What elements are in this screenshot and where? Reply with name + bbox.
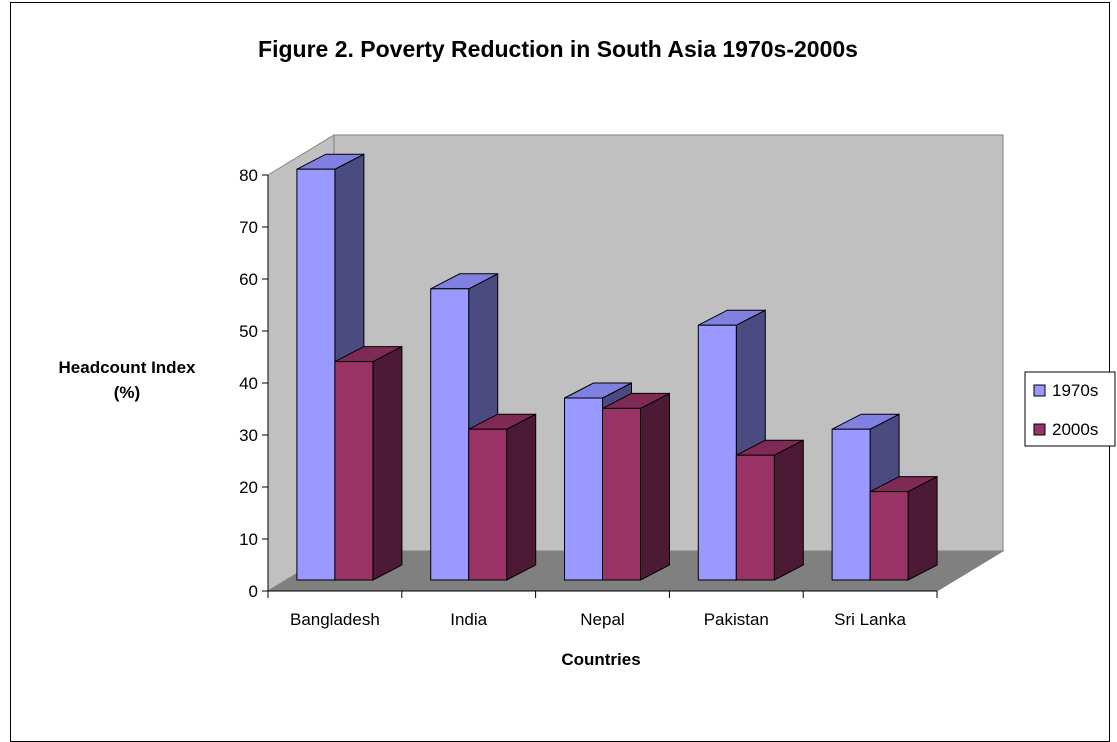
bar-side bbox=[773, 439, 804, 581]
x-tick-label: Sri Lanka bbox=[834, 610, 906, 629]
y-tick-label: 60 bbox=[239, 270, 258, 289]
bar-front bbox=[831, 428, 871, 581]
bar-front bbox=[564, 397, 603, 581]
bar-front bbox=[334, 361, 374, 581]
y-tick-label: 70 bbox=[239, 218, 258, 237]
legend: 1970s 2000s bbox=[1024, 371, 1116, 447]
bar-front bbox=[430, 288, 470, 581]
bar-front bbox=[602, 407, 641, 581]
y-tick-label: 80 bbox=[239, 166, 258, 185]
bar-2000s-india bbox=[468, 413, 537, 581]
bar-side bbox=[506, 413, 537, 581]
y-tick-label: 0 bbox=[249, 582, 258, 601]
bar-2000s-sri-lanka bbox=[869, 475, 938, 581]
y-tick-label: 50 bbox=[239, 322, 258, 341]
legend-swatch-2000s bbox=[1033, 423, 1046, 436]
x-tick-label: Bangladesh bbox=[290, 610, 380, 629]
bar-front bbox=[697, 324, 737, 581]
y-axis-title-line-1: Headcount Index bbox=[59, 358, 197, 377]
x-tick-label: Nepal bbox=[580, 610, 624, 629]
y-tick-label: 30 bbox=[239, 426, 258, 445]
y-tick-label: 10 bbox=[239, 530, 258, 549]
bar-side bbox=[640, 392, 670, 581]
bar-side bbox=[372, 345, 403, 581]
legend-label-1970s: 1970s bbox=[1052, 381, 1098, 400]
chart-title: Figure 2. Poverty Reduction in South Asi… bbox=[258, 36, 858, 62]
x-tick-label: India bbox=[450, 610, 487, 629]
x-axis-title: Countries bbox=[561, 650, 640, 669]
bar-front bbox=[735, 454, 775, 581]
bar-side bbox=[907, 475, 938, 581]
bar-front bbox=[468, 428, 508, 581]
x-tick-label: Pakistan bbox=[704, 610, 769, 629]
bar-front bbox=[296, 168, 336, 581]
legend-swatch-1970s bbox=[1033, 384, 1046, 397]
y-tick-label: 20 bbox=[239, 478, 258, 497]
bar-front bbox=[869, 491, 909, 581]
bar-2000s-nepal bbox=[602, 392, 670, 581]
bar-2000s-pakistan bbox=[735, 439, 804, 581]
chart-axes: 0 10 20 30 40 50 60 70 80 Bangladesh India Nepal Pak… bbox=[239, 166, 938, 629]
y-tick-label: 40 bbox=[239, 374, 258, 393]
bar-2000s-bangladesh bbox=[334, 345, 403, 581]
legend-label-2000s: 2000s bbox=[1052, 420, 1098, 439]
y-axis-title-line-2: (%) bbox=[114, 383, 140, 402]
chart-bars bbox=[296, 153, 938, 581]
